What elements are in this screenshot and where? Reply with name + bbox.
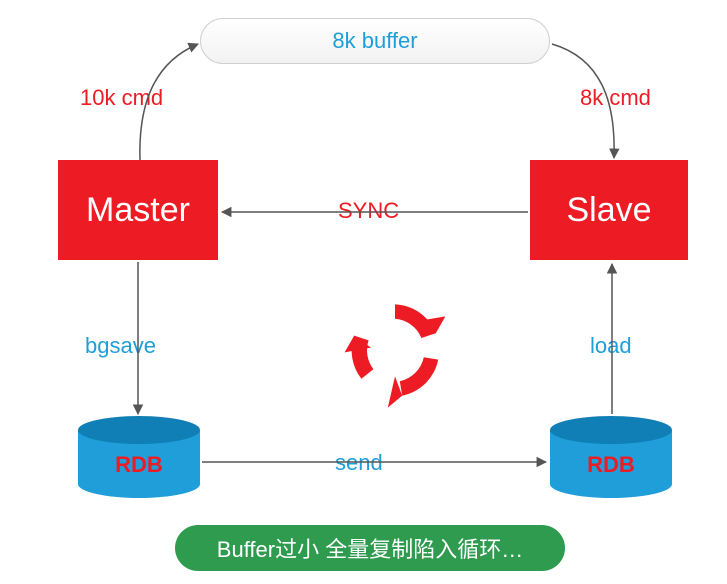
- rdb-left-label: RDB: [78, 452, 200, 478]
- master-label: Master: [86, 191, 190, 230]
- label-send: send: [335, 450, 383, 476]
- master-node: Master: [58, 160, 218, 260]
- slave-label: Slave: [566, 191, 651, 230]
- label-load: load: [590, 333, 632, 359]
- label-sync: SYNC: [338, 198, 399, 224]
- caption-pill: Buffer过小 全量复制陷入循环…: [175, 525, 565, 571]
- label-10k-cmd: 10k cmd: [80, 85, 163, 111]
- caption-text: Buffer过小 全量复制陷入循环…: [217, 532, 523, 564]
- label-8k-cmd: 8k cmd: [580, 85, 651, 111]
- rdb-left-node: RDB: [78, 430, 200, 484]
- rdb-right-node: RDB: [550, 430, 672, 484]
- slave-node: Slave: [530, 160, 688, 260]
- buffer-node: 8k buffer: [200, 18, 550, 64]
- cycle-icon: [335, 290, 455, 410]
- buffer-label: 8k buffer: [332, 28, 417, 54]
- label-bgsave: bgsave: [85, 333, 156, 359]
- rdb-right-label: RDB: [550, 452, 672, 478]
